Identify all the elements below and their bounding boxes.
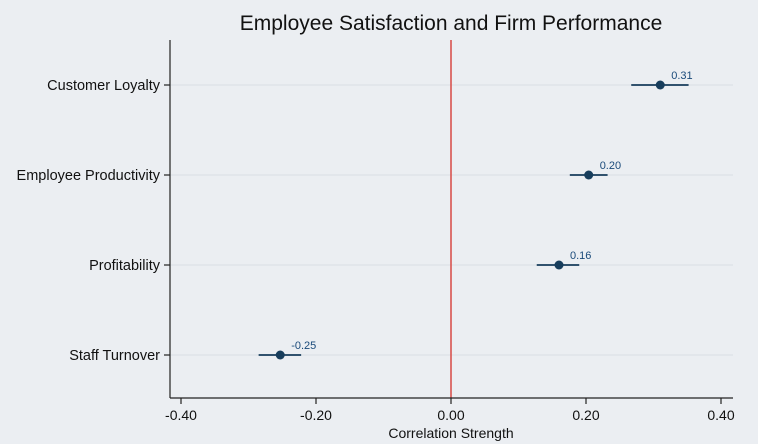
x-tick-label: -0.40 <box>165 407 197 423</box>
chart-title: Employee Satisfaction and Firm Performan… <box>240 12 663 35</box>
x-axis-ticks: -0.40 -0.20 0.00 0.20 0.40 <box>165 398 735 423</box>
category-label: Employee Productivity <box>17 168 161 184</box>
category-label: Customer Loyalty <box>47 78 161 94</box>
value-label: 0.31 <box>671 70 692 82</box>
x-tick-label: -0.20 <box>300 407 332 423</box>
category-label: Profitability <box>89 258 161 274</box>
point-estimate <box>275 350 285 360</box>
point-estimate <box>584 170 594 180</box>
point-estimate <box>655 80 665 90</box>
x-tick-label: 0.20 <box>572 407 599 423</box>
category-label: Staff Turnover <box>69 348 160 364</box>
x-tick-label: 0.40 <box>707 407 734 423</box>
point-estimate <box>554 260 564 270</box>
value-label: -0.25 <box>291 340 316 352</box>
value-label: 0.16 <box>570 250 591 262</box>
value-label: 0.20 <box>600 160 621 172</box>
x-tick-label: 0.00 <box>437 407 464 423</box>
data-points: 0.31 0.20 0.16 -0.25 <box>258 70 693 360</box>
category-labels: Customer Loyalty Employee Productivity Pro… <box>17 78 170 364</box>
x-axis-title: Correlation Strength <box>388 425 513 441</box>
